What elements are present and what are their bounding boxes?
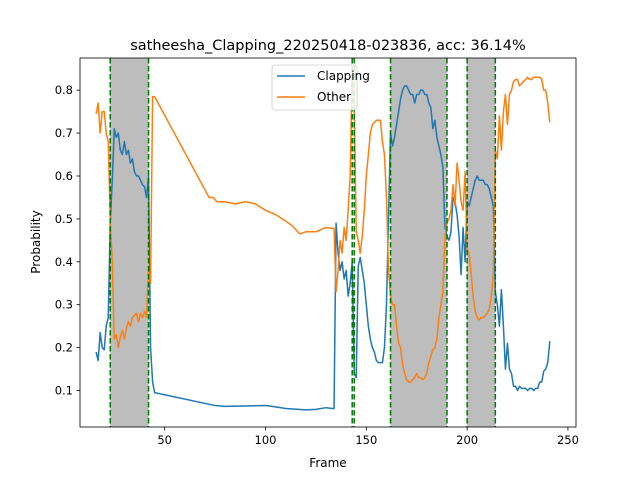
y-tick-label: 0.7 <box>55 126 73 140</box>
legend-label-clapping: Clapping <box>317 69 370 83</box>
x-tick-label: 150 <box>355 433 377 447</box>
shaded-region-1 <box>390 58 447 427</box>
y-tick-label: 0.6 <box>55 169 73 183</box>
shaded-region-2 <box>467 58 496 427</box>
x-axis-ticks: 50 100 150 200 250 <box>157 427 579 447</box>
legend-label-other: Other <box>317 90 351 104</box>
x-tick-label: 100 <box>255 433 277 447</box>
plot-frame <box>79 57 577 428</box>
chart-title: satheesha_Clapping_220250418-023836, acc… <box>130 38 526 54</box>
y-tick-label: 0.1 <box>55 384 73 398</box>
x-tick-label: 50 <box>157 433 172 447</box>
legend: Clapping Other <box>271 64 370 111</box>
y-tick-label: 0.2 <box>55 341 73 355</box>
y-axis-label: Probability <box>29 210 43 273</box>
x-tick-label: 250 <box>557 433 579 447</box>
y-tick-label: 0.3 <box>55 298 73 312</box>
y-tick-label: 0.4 <box>55 255 73 269</box>
shaded-region-0 <box>110 58 149 427</box>
x-axis-label: Frame <box>309 456 346 470</box>
y-axis-ticks: 0.1 0.2 0.3 0.4 0.5 0.6 0.7 0.8 <box>55 83 80 398</box>
y-tick-label: 0.8 <box>55 83 73 97</box>
x-tick-label: 200 <box>456 433 478 447</box>
shaded-regions <box>110 58 496 427</box>
vertical-markers <box>109 58 497 427</box>
series-line-clapping <box>95 85 551 411</box>
y-tick-label: 0.5 <box>55 212 73 226</box>
